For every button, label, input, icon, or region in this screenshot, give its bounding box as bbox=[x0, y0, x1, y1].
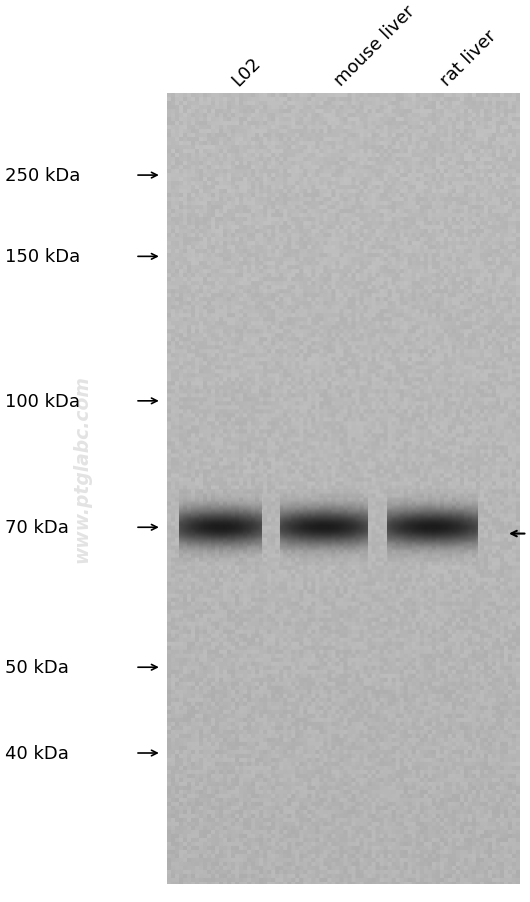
Text: 40 kDa: 40 kDa bbox=[5, 744, 69, 762]
Text: mouse liver: mouse liver bbox=[331, 3, 419, 90]
Text: rat liver: rat liver bbox=[437, 27, 500, 90]
Text: 70 kDa: 70 kDa bbox=[5, 519, 69, 537]
Text: 150 kDa: 150 kDa bbox=[5, 248, 81, 266]
Text: L02: L02 bbox=[228, 54, 264, 90]
Text: 250 kDa: 250 kDa bbox=[5, 167, 81, 185]
Text: www.ptglabc.com: www.ptglabc.com bbox=[73, 375, 92, 563]
Text: 100 kDa: 100 kDa bbox=[5, 392, 81, 410]
Text: 50 kDa: 50 kDa bbox=[5, 658, 69, 676]
